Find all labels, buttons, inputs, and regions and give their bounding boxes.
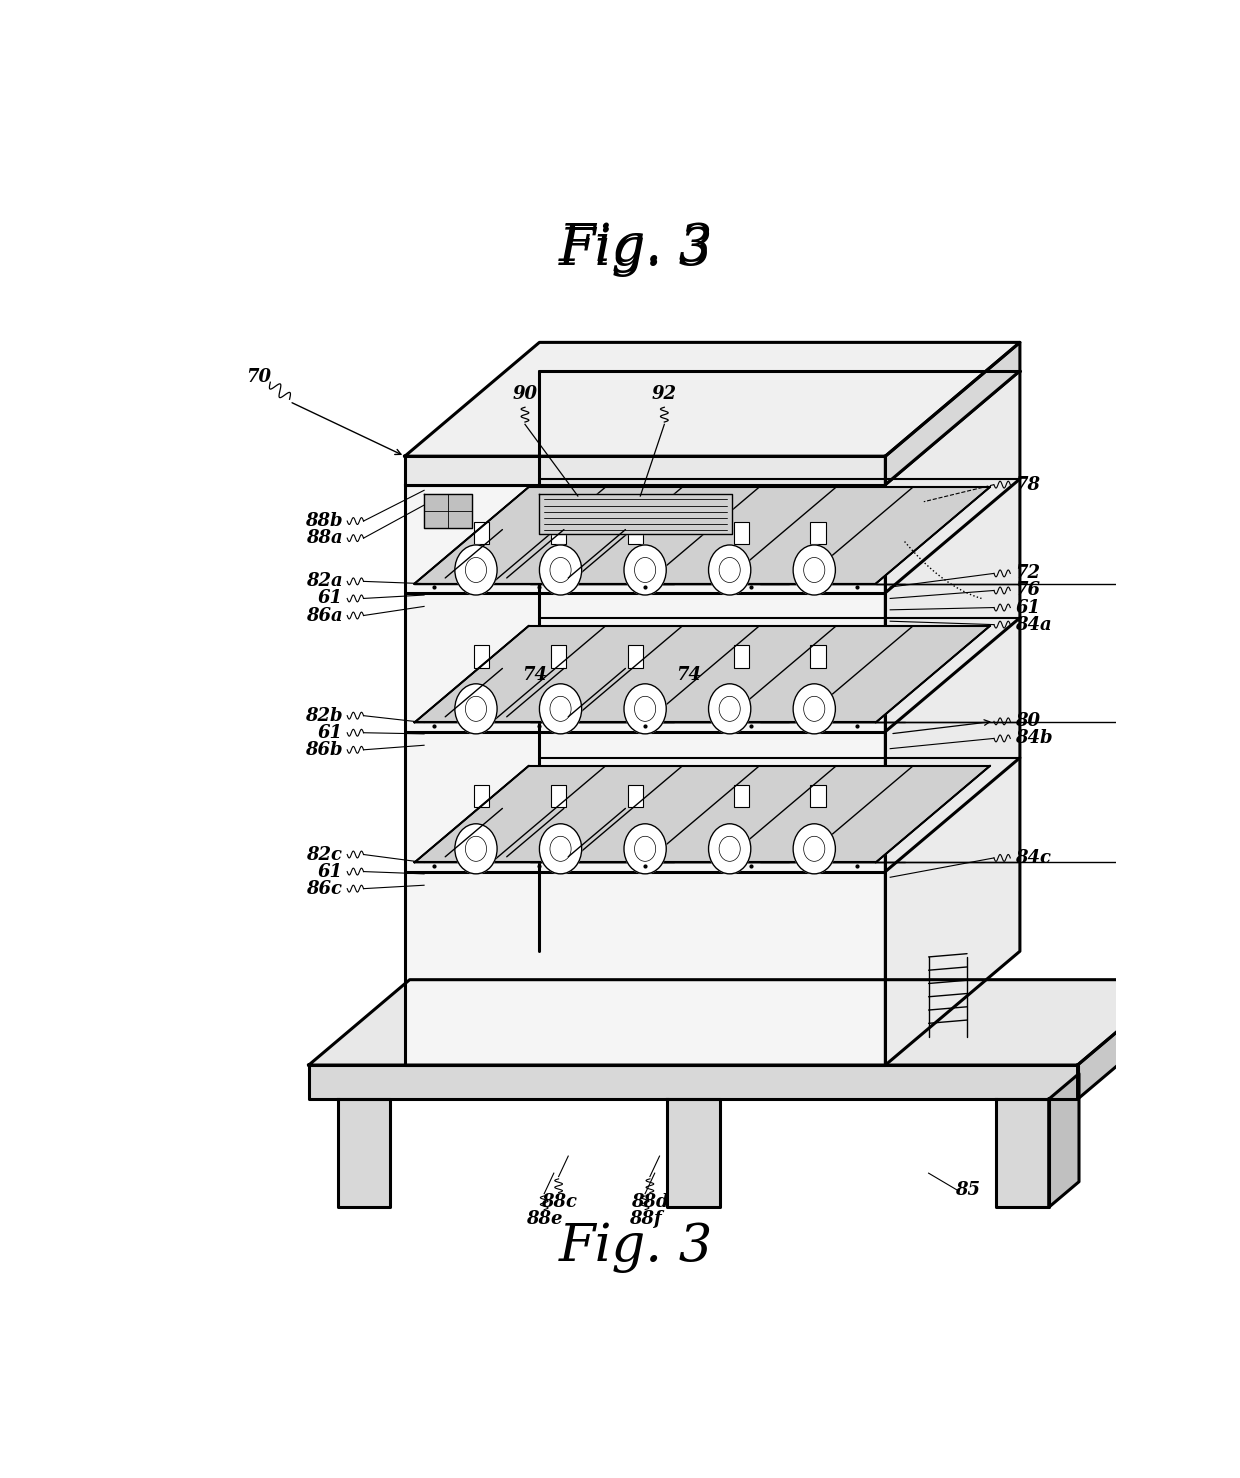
- Polygon shape: [414, 766, 990, 863]
- Polygon shape: [885, 758, 1019, 1066]
- Text: 88d: 88d: [631, 1193, 668, 1210]
- Text: 88a: 88a: [306, 529, 342, 547]
- Text: 86a: 86a: [306, 606, 342, 625]
- Bar: [474, 522, 490, 544]
- Text: 78: 78: [1016, 476, 1040, 494]
- Polygon shape: [885, 479, 1019, 732]
- Bar: [734, 522, 749, 544]
- Text: 76: 76: [1016, 581, 1040, 600]
- Text: Fig. 3: Fig. 3: [558, 226, 713, 276]
- Polygon shape: [309, 980, 1178, 1066]
- Text: 86b: 86b: [305, 740, 342, 758]
- Text: 84b: 84b: [1016, 730, 1053, 748]
- Polygon shape: [539, 494, 732, 534]
- Text: 74: 74: [522, 665, 547, 684]
- Text: Fig. 3: Fig. 3: [558, 222, 713, 273]
- Text: 61: 61: [317, 724, 342, 742]
- Bar: [811, 785, 826, 807]
- Polygon shape: [1049, 1073, 1079, 1208]
- Text: Fig. 3: Fig. 3: [558, 1222, 713, 1273]
- Polygon shape: [885, 371, 1019, 1066]
- Text: 82c: 82c: [306, 845, 342, 863]
- Polygon shape: [404, 343, 1019, 457]
- Circle shape: [539, 823, 582, 873]
- Text: 61: 61: [317, 863, 342, 881]
- Text: 61: 61: [1016, 599, 1040, 616]
- Bar: [551, 644, 567, 668]
- Text: 88f: 88f: [629, 1209, 661, 1228]
- Text: 88b: 88b: [305, 511, 342, 531]
- Text: 88c: 88c: [541, 1193, 577, 1210]
- Circle shape: [708, 545, 751, 596]
- Text: 82a: 82a: [306, 572, 342, 590]
- Text: 84a: 84a: [1016, 616, 1052, 634]
- Circle shape: [539, 684, 582, 735]
- Text: 84c: 84c: [1016, 848, 1052, 868]
- Polygon shape: [309, 1066, 1078, 1100]
- Polygon shape: [404, 485, 885, 593]
- Text: 85: 85: [955, 1181, 980, 1199]
- Text: 88e: 88e: [526, 1209, 563, 1228]
- Text: 72: 72: [1016, 565, 1040, 582]
- Bar: [627, 522, 644, 544]
- Bar: [627, 644, 644, 668]
- Circle shape: [794, 823, 836, 873]
- Polygon shape: [885, 371, 1019, 593]
- Polygon shape: [667, 1100, 719, 1208]
- Circle shape: [539, 545, 582, 596]
- Bar: [551, 785, 567, 807]
- Circle shape: [708, 684, 751, 735]
- Polygon shape: [414, 486, 990, 584]
- Circle shape: [624, 545, 666, 596]
- Bar: [551, 522, 567, 544]
- Circle shape: [708, 823, 751, 873]
- Bar: [811, 522, 826, 544]
- Circle shape: [455, 823, 497, 873]
- Circle shape: [794, 684, 836, 735]
- Polygon shape: [424, 494, 472, 528]
- Circle shape: [624, 823, 666, 873]
- Polygon shape: [404, 732, 885, 872]
- Circle shape: [794, 545, 836, 596]
- Polygon shape: [885, 618, 1019, 872]
- Polygon shape: [404, 593, 885, 732]
- Polygon shape: [404, 872, 885, 1066]
- Text: 90: 90: [512, 384, 537, 402]
- Text: 61: 61: [317, 590, 342, 607]
- Bar: [474, 644, 490, 668]
- Polygon shape: [404, 485, 885, 1066]
- Circle shape: [455, 684, 497, 735]
- Text: 86c: 86c: [306, 879, 342, 897]
- Polygon shape: [414, 625, 990, 723]
- Polygon shape: [404, 457, 885, 485]
- Bar: [627, 785, 644, 807]
- Text: 70: 70: [247, 368, 272, 386]
- Polygon shape: [885, 343, 1019, 485]
- Text: 82b: 82b: [305, 706, 342, 724]
- Bar: [811, 644, 826, 668]
- Text: 74: 74: [676, 665, 701, 684]
- Circle shape: [624, 684, 666, 735]
- Bar: [734, 785, 749, 807]
- Bar: [474, 785, 490, 807]
- Polygon shape: [996, 1100, 1049, 1208]
- Text: 92: 92: [652, 384, 677, 402]
- Polygon shape: [1078, 980, 1178, 1100]
- Text: 80: 80: [1016, 712, 1040, 730]
- Bar: [734, 644, 749, 668]
- Polygon shape: [337, 1100, 391, 1208]
- Circle shape: [455, 545, 497, 596]
